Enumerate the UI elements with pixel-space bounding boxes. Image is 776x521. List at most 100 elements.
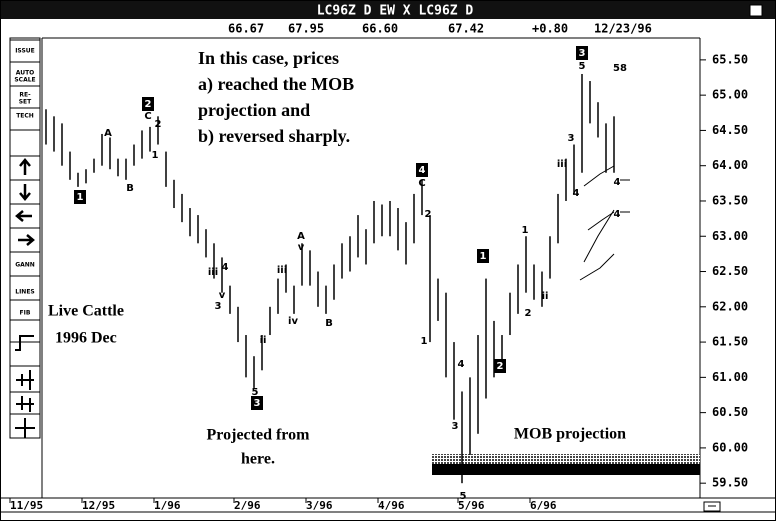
wave-label: 3: [568, 133, 575, 144]
quote-value: 67.95: [288, 22, 324, 36]
fan-line: [587, 211, 615, 231]
wave-label: A: [104, 128, 112, 139]
toolbar-label: SCALE: [14, 77, 35, 84]
wave-label: 4: [419, 165, 426, 176]
fan-line: [583, 165, 615, 187]
x-tick-label: 6/96: [530, 499, 557, 512]
wave-label: 5: [252, 387, 259, 398]
wave-label: 1: [77, 192, 84, 203]
wave-label: iv: [288, 316, 298, 327]
toolbar-icon: [15, 418, 35, 438]
wave-box: [494, 359, 506, 373]
toolbar-label: SET: [19, 99, 32, 106]
toolbar-label: AUTO: [16, 70, 35, 77]
wave-label: 4: [614, 177, 621, 188]
toolbar-arrow: [15, 210, 32, 222]
wave-label: A: [297, 231, 305, 242]
wave-box: [416, 163, 428, 177]
y-tick-label: 60.50: [712, 405, 748, 419]
wave-label: v: [219, 290, 226, 301]
wave-label: 2: [525, 308, 532, 319]
y-tick-label: 64.50: [712, 123, 748, 137]
wave-label: B: [325, 318, 333, 329]
y-tick-label: 63.00: [712, 229, 748, 243]
note: b) reversed sharply.: [198, 126, 350, 147]
x-tick-label: 5/96: [458, 499, 485, 512]
toolbar-label: ISSUE: [15, 48, 35, 55]
wave-box: [74, 190, 86, 204]
wave-label: 5: [579, 61, 586, 72]
toolbar-icon: [16, 370, 34, 390]
wave-label: 4: [614, 209, 621, 220]
window-button[interactable]: [749, 4, 763, 17]
toolbar-label: TECH: [16, 113, 34, 120]
note: a) reached the MOB: [198, 74, 354, 95]
wave-box: [477, 249, 489, 263]
wave-label: 4: [222, 262, 229, 273]
quote-value: 66.67: [228, 22, 264, 36]
y-tick-label: 65.50: [712, 52, 748, 66]
fan-line: [579, 253, 615, 281]
wave-label: 2: [145, 99, 152, 110]
mob-zone-lower: [432, 464, 700, 475]
wave-label: 58: [613, 63, 627, 74]
y-tick-label: 65.00: [712, 88, 748, 102]
wave-label: 3: [254, 398, 261, 409]
note: In this case, prices: [198, 48, 339, 68]
y-tick-label: 61.00: [712, 370, 748, 384]
wave-label: 1: [480, 251, 487, 262]
toolbar-icon: [16, 396, 34, 412]
wave-label: iii: [277, 265, 287, 276]
wave-label: ii: [542, 291, 549, 302]
wave-label: C: [418, 178, 425, 189]
wave-label: 2: [155, 119, 162, 130]
y-tick-label: 63.50: [712, 193, 748, 207]
quote-value: +0.80: [532, 22, 568, 36]
wave-label: 3: [579, 48, 586, 59]
quote-value: 67.42: [448, 22, 484, 36]
x-tick-label: 12/95: [82, 499, 115, 512]
wave-label: 1: [421, 336, 428, 347]
quote-value: 66.60: [362, 22, 398, 36]
header: LC96Z D EW X LC96Z D: [317, 4, 474, 19]
y-tick-label: 61.50: [712, 335, 748, 349]
wave-label: 3: [215, 301, 222, 312]
wave-label: 2: [425, 209, 432, 220]
toolbar-label: FIB: [20, 310, 31, 317]
wave-label: ii: [260, 335, 267, 346]
wave-label: iii: [208, 267, 218, 278]
wave-label: 5: [460, 491, 467, 502]
wave-box: [576, 46, 588, 60]
mob-zone-upper: [432, 454, 700, 464]
wave-label: 1: [522, 225, 529, 236]
toolbar-label: LINES: [15, 289, 35, 296]
wave-box: [251, 396, 263, 410]
y-tick-label: 62.00: [712, 299, 748, 313]
wave-label: 4: [458, 359, 465, 370]
toolbar-icon: [15, 335, 34, 351]
quote-value: 12/23/96: [594, 22, 652, 36]
x-tick-label: 11/95: [10, 499, 43, 512]
mob-fan: [579, 165, 630, 281]
wave-label: C: [144, 111, 151, 122]
x-tick-label: 2/96: [234, 499, 261, 512]
x-tick-label: 4/96: [378, 499, 405, 512]
wave-label: v: [298, 242, 305, 253]
y-tick-label: 64.00: [712, 158, 748, 172]
y-tick-label: 59.50: [712, 476, 748, 490]
fan-line: [583, 209, 615, 263]
note: projection and: [198, 100, 310, 120]
note: 1996 Dec: [55, 330, 117, 347]
wave-label: 4: [573, 188, 580, 199]
title-bar: [1, 1, 775, 19]
x-tick-label: 3/96: [306, 499, 333, 512]
wave-label: 2: [497, 361, 504, 372]
toolbar-arrow: [19, 158, 31, 175]
wave-label: 1: [152, 150, 159, 161]
toolbar-label: GANN: [15, 262, 35, 269]
note: here.: [241, 451, 275, 468]
note: Projected from: [207, 427, 311, 444]
toolbar-label: RE-: [19, 92, 31, 99]
wave-box: [142, 97, 154, 111]
x-tick-label: 1/96: [154, 499, 181, 512]
